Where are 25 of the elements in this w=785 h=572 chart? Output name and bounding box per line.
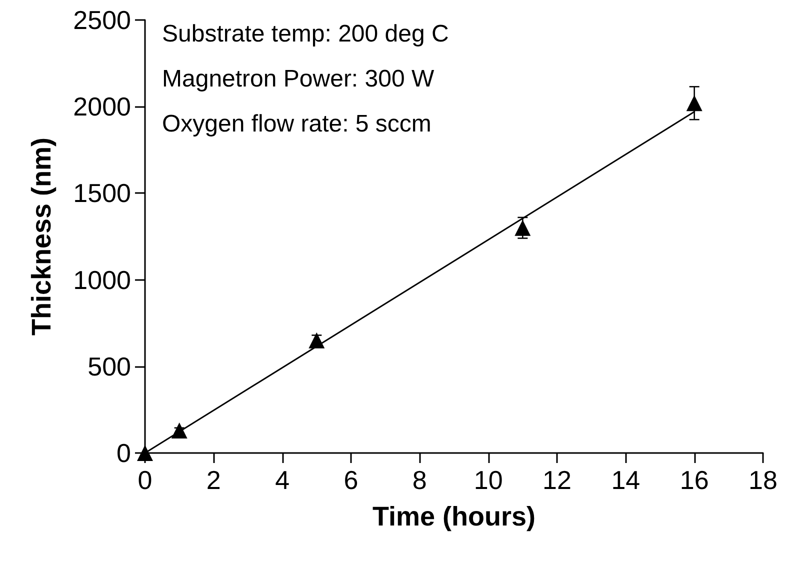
point xyxy=(308,332,325,348)
x-tick-label: 8 xyxy=(412,465,427,495)
annotation: Oxygen flow rate: 5 sccm xyxy=(162,110,432,138)
x-tick-label: 2 xyxy=(206,465,221,495)
y-axis-title: Thickness (nm) xyxy=(26,137,56,336)
point xyxy=(514,220,531,236)
y-tick-label: 2500 xyxy=(73,5,131,35)
point xyxy=(171,422,188,438)
x-tick-label: 0 xyxy=(138,465,152,495)
annotation: Substrate temp: 200 deg C xyxy=(162,20,449,48)
x-tick-label: 4 xyxy=(275,465,290,495)
x-tick-label: 14 xyxy=(611,465,640,495)
y-tick-label: 2000 xyxy=(73,92,131,122)
y-tick-label: 500 xyxy=(88,351,131,382)
x-tick-label: 6 xyxy=(344,465,358,495)
y-tick-label: 1000 xyxy=(73,264,131,295)
x-tick-label: 12 xyxy=(542,465,572,495)
annotation: Magnetron Power: 300 W xyxy=(162,66,434,92)
x-tick-label: 18 xyxy=(748,465,778,495)
point xyxy=(686,95,702,112)
x-tick-label: 10 xyxy=(474,465,503,495)
y-tick-label: 1500 xyxy=(73,178,131,208)
x-axis-title: Time (hours) xyxy=(372,502,536,532)
y-tick-label: 0 xyxy=(116,438,131,468)
x-tick-label: 16 xyxy=(680,465,709,495)
